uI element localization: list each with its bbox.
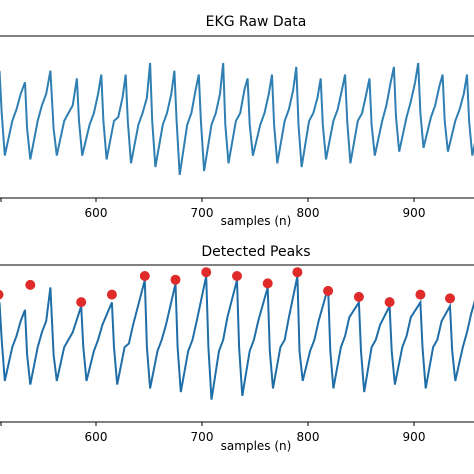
peak-marker [201,267,212,278]
x-tick-label: 800 [297,430,320,444]
top-ekg-line [0,62,474,176]
top-x-ticks: 600 700 800 900 [0,198,426,220]
bottom-x-ticks: 600 700 800 900 [0,422,426,444]
peak-marker [292,267,303,278]
peak-marker [170,274,181,285]
x-tick-label: 900 [403,430,426,444]
peak-marker [0,289,4,300]
peak-markers [0,267,455,308]
x-tick-label: 900 [403,206,426,220]
x-tick-label: 700 [191,206,214,220]
peak-marker [232,271,242,281]
top-chart-title: EKG Raw Data [206,14,307,30]
top-axes-frame [0,35,474,199]
peak-marker [415,289,426,300]
top-plot-area [0,62,474,176]
bottom-plot-area [0,267,474,400]
peak-marker [25,279,36,290]
peak-marker [445,293,455,304]
bottom-x-axis-label: samples (n) [221,439,292,453]
bottom-ekg-line [0,275,474,400]
x-tick-label: 700 [191,430,214,444]
x-tick-label: 800 [297,206,320,220]
peak-marker [139,271,150,281]
peak-marker [353,291,364,302]
x-tick-label: 600 [85,430,108,444]
bottom-axes-frame [0,264,474,423]
detected-peaks-subplot: Detected Peaks 600 700 800 900 samples (n) [0,244,474,453]
peak-marker [106,289,117,300]
peak-marker [76,297,87,308]
peak-marker [384,297,395,308]
top-x-axis-label: samples (n) [221,214,292,228]
x-tick-label: 600 [85,206,108,220]
ekg-raw-subplot: EKG Raw Data 600 700 800 900 samples (n) [0,14,474,228]
peak-marker [323,285,334,296]
peak-marker [262,278,273,289]
bottom-chart-title: Detected Peaks [201,244,310,260]
